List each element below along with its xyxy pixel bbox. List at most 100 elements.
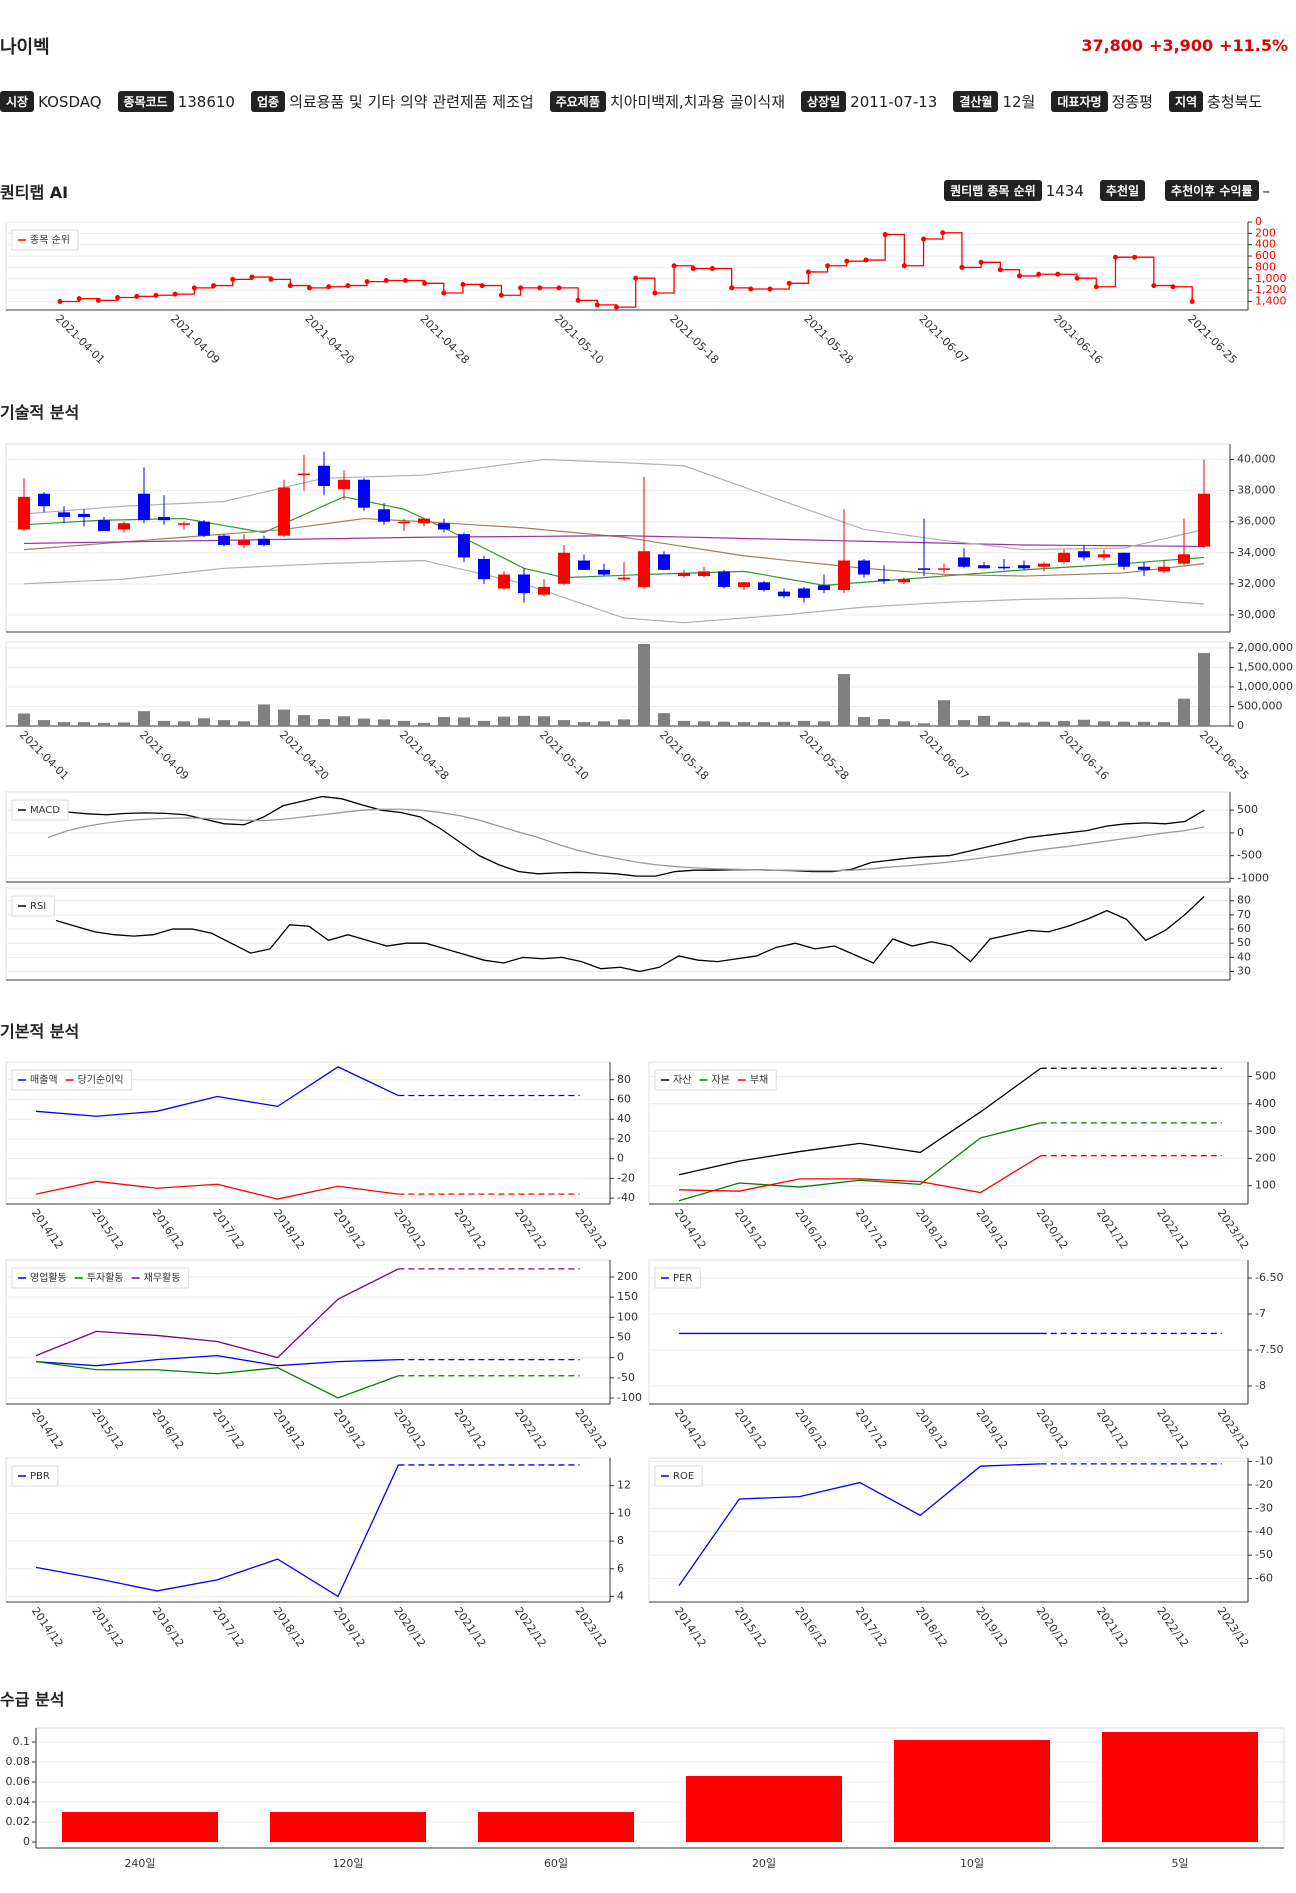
point — [172, 291, 178, 297]
point — [997, 267, 1003, 273]
point — [345, 283, 351, 289]
candle-body — [398, 521, 410, 524]
x-tick-label: 2023/12 — [1214, 1207, 1251, 1252]
plot-frame — [648, 1457, 1249, 1603]
point — [1036, 271, 1042, 277]
candle-body — [678, 572, 690, 577]
y-tick-label: -1000 — [1237, 871, 1269, 884]
y-tick-label: 40 — [1237, 950, 1251, 963]
y-tick-label: 0 — [617, 1351, 624, 1364]
x-tick-label: 2021-05-10 — [552, 312, 606, 366]
x-tick-label: 2014/12 — [672, 1207, 709, 1252]
x-tick-label: 2021-04-28 — [418, 312, 472, 366]
y-tick-label: 0.04 — [6, 1795, 31, 1808]
point — [57, 298, 63, 304]
y-tick-label: 8 — [617, 1534, 624, 1547]
candle-body — [418, 518, 430, 524]
y-tick-label: 0.02 — [6, 1815, 31, 1828]
bar — [18, 713, 30, 726]
y-tick-label: 1,200 — [1255, 283, 1287, 296]
x-tick-label: 2017/12 — [853, 1407, 890, 1452]
x-tick-label: 2015/12 — [89, 1407, 126, 1452]
y-tick-label: 6 — [617, 1562, 624, 1575]
candle-body — [1018, 565, 1030, 569]
bar — [458, 717, 470, 726]
y-tick-label: 800 — [1255, 260, 1276, 273]
x-tick-label: 2021-04-09 — [137, 728, 191, 782]
x-tick-label: 2022/12 — [1154, 1407, 1191, 1452]
candle-body — [778, 591, 790, 597]
y-tick-label: 40 — [617, 1112, 631, 1125]
candle-body — [318, 465, 330, 486]
bar — [558, 720, 570, 726]
bar — [478, 1812, 634, 1842]
point — [633, 275, 639, 281]
plot-frame — [35, 1727, 1285, 1849]
series-line — [678, 1122, 1041, 1202]
point — [825, 263, 831, 269]
y-tick-label: -100 — [617, 1391, 642, 1404]
bar — [478, 720, 490, 726]
x-tick-label: 2019/12 — [331, 1407, 368, 1452]
series-line — [35, 1464, 399, 1598]
x-tick-label: 2018/12 — [913, 1407, 950, 1452]
x-tick-label: 2021/12 — [452, 1605, 489, 1650]
x-tick-label: 2014/12 — [672, 1605, 709, 1650]
point — [230, 276, 236, 282]
bar — [998, 721, 1010, 726]
point — [844, 258, 850, 264]
change: +3,900 — [1149, 36, 1214, 55]
bar — [798, 720, 810, 726]
y-tick-label: 0 — [1237, 719, 1244, 732]
series-line — [35, 1354, 399, 1367]
point — [614, 304, 620, 310]
x-tick-label: 20일 — [752, 1856, 776, 1870]
x-tick-label: 2016/12 — [792, 1207, 829, 1252]
x-tick-label: 2023/12 — [572, 1605, 609, 1650]
candle-body — [958, 557, 970, 567]
y-tick-label: 0.08 — [6, 1755, 31, 1768]
point — [978, 259, 984, 265]
y-tick-label: 100 — [1255, 1179, 1276, 1192]
x-tick-label: 2020/12 — [1034, 1407, 1071, 1452]
candle-body — [498, 574, 510, 589]
bar — [278, 709, 290, 726]
x-tick-label: 2018/12 — [270, 1207, 307, 1252]
x-tick-label: 2021-04-20 — [302, 312, 356, 366]
series-line — [678, 1067, 1042, 1176]
bar — [1078, 719, 1090, 726]
series-line — [678, 1463, 1041, 1586]
bar — [158, 720, 170, 726]
x-tick-label: 2021/12 — [452, 1407, 489, 1452]
bar — [838, 674, 850, 726]
x-tick-label: 2021/12 — [1094, 1407, 1131, 1452]
info-label: 상장일 — [801, 91, 847, 112]
plot-frame — [5, 1457, 611, 1603]
candle-body — [1198, 493, 1210, 547]
bar — [718, 721, 730, 726]
candle-body — [338, 479, 350, 490]
series-line — [35, 1268, 399, 1359]
point — [901, 263, 907, 269]
info-value: 치아미백제,치과용 골이식재 — [609, 93, 786, 111]
bar — [378, 719, 390, 726]
x-tick-label: 2015/12 — [89, 1207, 126, 1252]
point — [1055, 271, 1061, 277]
candle-body — [638, 551, 650, 587]
candle-body — [938, 568, 950, 570]
point — [729, 285, 735, 291]
info-value: 정종평 — [1111, 93, 1153, 111]
legend-box — [11, 799, 69, 821]
bar — [698, 721, 710, 726]
y-tick-label: 500 — [1237, 803, 1258, 816]
info-value: 12월 — [1002, 93, 1036, 111]
plot-frame — [5, 443, 1231, 633]
bar — [1178, 698, 1190, 726]
bar — [270, 1812, 426, 1842]
bar — [258, 704, 270, 726]
point — [709, 266, 715, 272]
x-tick-label: 2021-06-25 — [1185, 312, 1239, 366]
x-tick-label: 2021-06-16 — [1051, 312, 1105, 366]
x-tick-label: 2022/12 — [1154, 1207, 1191, 1252]
bar — [438, 717, 450, 726]
